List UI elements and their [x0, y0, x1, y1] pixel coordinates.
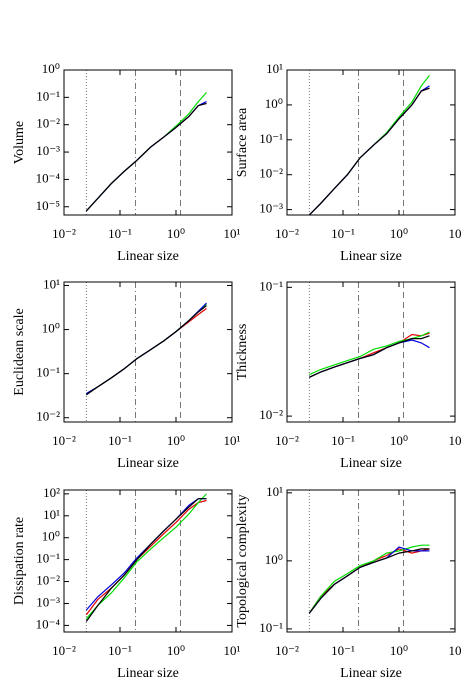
x-tick-label: 10⁻¹	[331, 433, 355, 448]
x-tick-label: 10¹	[224, 226, 241, 241]
x-tick-label: 10¹	[224, 433, 241, 448]
y-tick-label: 10⁰	[42, 529, 60, 544]
series-line	[309, 331, 430, 376]
x-tick-label: 10	[449, 226, 462, 241]
y-tick-label: 10⁰	[265, 96, 283, 111]
x-axis-label: Linear size	[340, 249, 402, 264]
x-tick-label: 10⁻²	[275, 226, 299, 241]
x-tick-label: 10⁻¹	[108, 433, 132, 448]
y-tick-label: 10⁻¹	[36, 365, 60, 380]
y-tick-label: 10¹	[43, 507, 60, 522]
plot-frame	[63, 489, 233, 633]
x-tick-label: 10⁰	[167, 226, 185, 241]
y-tick-label: 10⁻²	[259, 407, 283, 422]
series-line	[308, 546, 430, 614]
series-line	[85, 101, 207, 212]
y-tick-label: 10⁻³	[259, 201, 283, 216]
x-tick-label: 10¹	[224, 643, 241, 658]
y-tick-label: 10⁰	[42, 321, 60, 336]
series-line	[308, 548, 430, 614]
series-line	[85, 493, 207, 620]
y-tick-label: 10⁻²	[259, 166, 283, 181]
series-line	[309, 335, 430, 378]
y-tick-label: 10⁻²	[36, 409, 60, 424]
series-line	[85, 305, 207, 396]
x-axis-label: Linear size	[117, 249, 179, 264]
series-line	[85, 498, 207, 622]
y-axis-label: Euclidean scale	[12, 308, 27, 395]
x-tick-label: 10⁻²	[52, 433, 76, 448]
series-line	[85, 303, 207, 395]
x-tick-label: 10⁰	[390, 226, 408, 241]
y-tick-label: 10⁻⁴	[36, 616, 61, 631]
series-line	[85, 102, 207, 212]
series-line	[308, 548, 430, 614]
x-tick-label: 10⁻²	[275, 433, 299, 448]
series-line	[308, 87, 430, 216]
y-tick-label: 10¹	[266, 484, 283, 499]
x-tick-label: 10⁻²	[52, 226, 76, 241]
series-line	[85, 302, 207, 395]
y-tick-label: 10⁻¹	[259, 131, 283, 146]
y-axis-label: Surface area	[235, 107, 250, 177]
plot-frame	[63, 281, 233, 423]
y-axis-label: Topological complexity	[235, 494, 250, 627]
x-tick-label: 10⁻²	[52, 643, 76, 658]
series-line	[85, 102, 207, 212]
plot-frame	[286, 489, 456, 633]
x-axis-label: Linear size	[340, 456, 402, 471]
y-tick-label: 10⁰	[42, 61, 60, 76]
x-axis-label: Linear size	[340, 666, 402, 681]
plot-frame	[286, 281, 456, 423]
y-axis-label: Dissipation rate	[12, 517, 27, 605]
y-tick-label: 10⁻³	[36, 594, 60, 609]
x-tick-label: 10⁰	[167, 643, 185, 658]
y-axis-label: Volume	[12, 121, 27, 164]
y-tick-label: 10⁻³	[36, 143, 60, 158]
x-tick-label: 10	[449, 643, 462, 658]
y-tick-label: 10⁻²	[36, 573, 60, 588]
plot-frame	[63, 69, 233, 216]
y-tick-label: 10⁻¹	[36, 551, 60, 566]
x-tick-label: 10	[449, 433, 462, 448]
y-tick-label: 10⁻¹	[259, 620, 283, 635]
x-tick-label: 10⁰	[390, 643, 408, 658]
series-line	[308, 544, 430, 614]
y-tick-label: 10²	[43, 485, 60, 500]
series-line	[85, 499, 207, 616]
y-tick-label: 10⁻⁴	[36, 170, 61, 185]
y-tick-label: 10⁻⁵	[36, 198, 60, 213]
plot-frame	[286, 69, 456, 216]
x-tick-label: 10⁰	[390, 433, 408, 448]
y-tick-label: 10⁻²	[36, 116, 60, 131]
y-axis-label: Thickness	[235, 324, 250, 381]
y-tick-label: 10⁰	[265, 552, 283, 567]
y-tick-label: 10¹	[266, 61, 283, 76]
x-tick-label: 10⁻¹	[108, 643, 132, 658]
x-tick-label: 10⁻²	[275, 643, 299, 658]
series-line	[309, 339, 430, 378]
y-tick-label: 10¹	[43, 276, 60, 291]
x-axis-label: Linear size	[117, 456, 179, 471]
y-tick-label: 10⁻¹	[259, 278, 283, 293]
series-line	[308, 75, 430, 216]
x-tick-label: 10⁰	[167, 433, 185, 448]
y-tick-label: 10⁻¹	[36, 88, 60, 103]
x-tick-label: 10⁻¹	[331, 643, 355, 658]
x-tick-label: 10⁻¹	[108, 226, 132, 241]
x-tick-label: 10⁻¹	[331, 226, 355, 241]
x-axis-label: Linear size	[117, 666, 179, 681]
